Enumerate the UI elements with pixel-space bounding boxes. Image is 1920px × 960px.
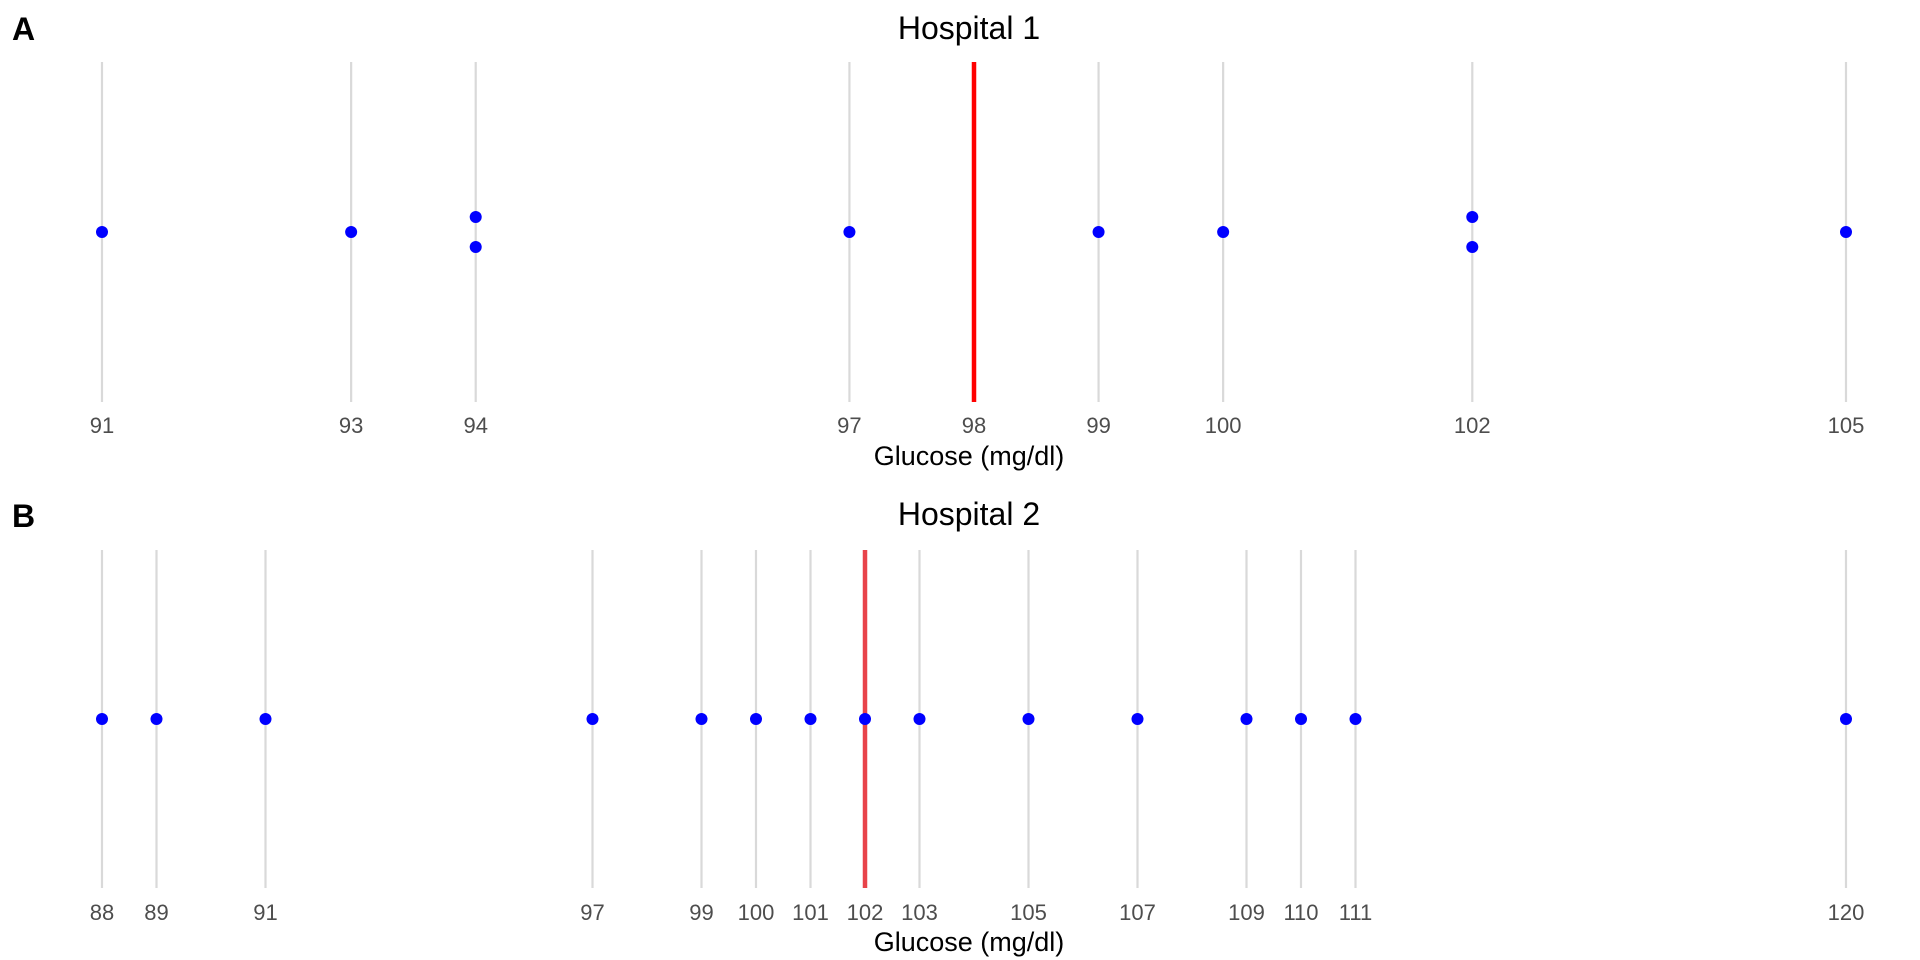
x-tick-label: 101 <box>792 900 829 925</box>
x-tick-label: 91 <box>253 900 277 925</box>
data-point <box>150 713 163 725</box>
chart-title-hospital-1: Hospital 1 <box>898 10 1040 46</box>
x-tick-label: 102 <box>1454 413 1491 438</box>
data-point <box>1295 713 1307 725</box>
chart-title-hospital-2: Hospital 2 <box>898 496 1040 532</box>
x-tick-label: 89 <box>144 900 168 925</box>
x-tick-label: 120 <box>1828 900 1865 925</box>
x-tick-label: 91 <box>90 413 114 438</box>
x-tick-label: 102 <box>847 900 884 925</box>
x-tick-labels: 91 93 94 97 98 99 100 102 105 <box>90 413 1865 438</box>
data-point <box>1840 713 1852 725</box>
data-point <box>695 713 708 725</box>
x-axis-label: Glucose (mg/dl) <box>874 441 1065 471</box>
data-point <box>1466 241 1479 253</box>
data-point <box>1022 713 1035 725</box>
data-point <box>1240 713 1253 725</box>
x-tick-label: 111 <box>1339 900 1372 925</box>
x-tick-label: 88 <box>90 900 114 925</box>
data-point <box>469 211 482 223</box>
data-point <box>96 226 108 238</box>
x-tick-label: 107 <box>1119 900 1156 925</box>
panel-hospital-2: B Hospital 2 88 89 91 97 99 100 101 102 103 105 10… <box>12 496 1864 957</box>
x-tick-label: 94 <box>463 413 487 438</box>
x-tick-labels: 88 89 91 97 99 100 101 102 103 105 107 109 110 111 120 <box>90 900 1865 925</box>
data-points <box>96 713 1852 725</box>
data-point <box>913 713 926 725</box>
data-point <box>750 713 762 725</box>
x-tick-label: 100 <box>738 900 775 925</box>
data-point <box>1131 713 1144 725</box>
data-point <box>259 713 272 725</box>
data-point <box>1349 713 1362 725</box>
x-tick-label: 99 <box>689 900 713 925</box>
data-point <box>859 713 871 725</box>
data-point <box>1092 226 1105 238</box>
data-point <box>1466 211 1479 223</box>
panel-letter-a: A <box>12 11 35 47</box>
x-tick-label: 99 <box>1086 413 1110 438</box>
x-tick-label: 109 <box>1228 900 1265 925</box>
x-tick-label: 110 <box>1283 900 1318 925</box>
data-point <box>1217 226 1230 238</box>
panel-hospital-1: A Hospital 1 91 93 94 97 98 99 100 102 105 Gluco… <box>12 10 1864 471</box>
data-point <box>1840 226 1852 238</box>
grid-lines <box>100 550 1848 888</box>
data-point <box>96 713 108 725</box>
x-tick-label: 98 <box>962 413 986 438</box>
x-tick-label: 97 <box>837 413 861 438</box>
x-tick-label: 105 <box>1010 900 1047 925</box>
x-axis-label: Glucose (mg/dl) <box>874 927 1065 957</box>
data-point <box>345 226 358 238</box>
panel-letter-b: B <box>12 498 35 534</box>
data-point <box>586 713 599 725</box>
x-tick-label: 103 <box>901 900 938 925</box>
x-tick-label: 105 <box>1828 413 1865 438</box>
x-tick-label: 97 <box>580 900 604 925</box>
x-tick-label: 93 <box>339 413 363 438</box>
data-point <box>843 226 856 238</box>
x-tick-label: 100 <box>1205 413 1242 438</box>
data-points <box>96 211 1852 253</box>
data-point <box>469 241 482 253</box>
data-point <box>804 713 817 725</box>
